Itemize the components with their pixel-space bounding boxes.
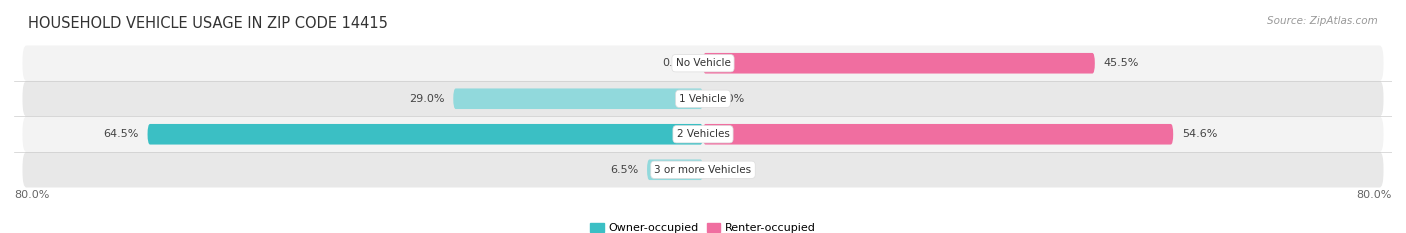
Text: 3 or more Vehicles: 3 or more Vehicles <box>654 165 752 175</box>
Text: No Vehicle: No Vehicle <box>675 58 731 68</box>
FancyBboxPatch shape <box>148 124 703 144</box>
Text: 0.0%: 0.0% <box>716 165 744 175</box>
Text: 45.5%: 45.5% <box>1104 58 1139 68</box>
Text: 80.0%: 80.0% <box>1357 190 1392 200</box>
Text: 80.0%: 80.0% <box>14 190 49 200</box>
FancyBboxPatch shape <box>647 159 703 180</box>
FancyBboxPatch shape <box>22 152 1384 188</box>
Text: 6.5%: 6.5% <box>610 165 638 175</box>
Text: 54.6%: 54.6% <box>1182 129 1218 139</box>
FancyBboxPatch shape <box>22 45 1384 81</box>
Legend: Owner-occupied, Renter-occupied: Owner-occupied, Renter-occupied <box>586 218 820 233</box>
Text: 0.0%: 0.0% <box>716 94 744 104</box>
Text: HOUSEHOLD VEHICLE USAGE IN ZIP CODE 14415: HOUSEHOLD VEHICLE USAGE IN ZIP CODE 1441… <box>28 16 388 31</box>
Text: 0.0%: 0.0% <box>662 58 690 68</box>
FancyBboxPatch shape <box>703 53 1095 74</box>
Text: 29.0%: 29.0% <box>409 94 444 104</box>
Text: Source: ZipAtlas.com: Source: ZipAtlas.com <box>1267 16 1378 26</box>
FancyBboxPatch shape <box>703 124 1173 144</box>
FancyBboxPatch shape <box>22 81 1384 116</box>
Text: 1 Vehicle: 1 Vehicle <box>679 94 727 104</box>
Text: 2 Vehicles: 2 Vehicles <box>676 129 730 139</box>
Text: 64.5%: 64.5% <box>104 129 139 139</box>
FancyBboxPatch shape <box>22 116 1384 152</box>
FancyBboxPatch shape <box>453 89 703 109</box>
